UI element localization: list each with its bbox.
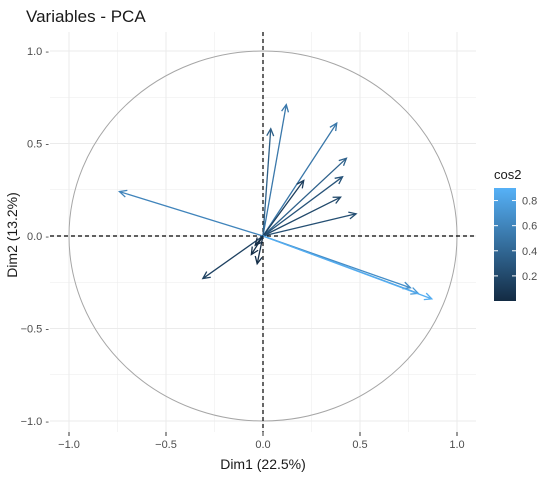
arrow-shaft (119, 190, 264, 237)
x-tick-label: −1.0 (58, 439, 80, 451)
arrow-head (254, 255, 263, 266)
variable-arrow (262, 103, 290, 237)
legend: cos2 0.2 0.4 0.6 0.8 (494, 167, 537, 301)
arrow-shaft (262, 180, 305, 237)
variable-arrow (254, 235, 264, 266)
colorbar-tick-label: 0.6 (522, 221, 537, 233)
arrow-shaft (262, 196, 341, 237)
arrow-head (423, 292, 434, 301)
legend-title: cos2 (494, 167, 521, 182)
colorbar (494, 188, 516, 301)
colorbar-tick-label: 0.8 (522, 196, 537, 208)
arrow-shaft (262, 235, 433, 300)
variable-arrow (118, 189, 264, 237)
y-tick-label: −1.0 - (21, 416, 50, 428)
arrow-head (348, 211, 358, 220)
chart-title: Variables - PCA (26, 7, 146, 26)
arrow-shaft (262, 104, 287, 237)
arrow-shaft (256, 235, 264, 264)
arrow-head (250, 246, 259, 256)
y-tick-label: −0.5 - (21, 324, 50, 336)
variable-arrow (262, 179, 305, 237)
variable-arrow (262, 121, 338, 237)
colorbar-tick-label: 0.4 (522, 246, 537, 258)
arrow-shaft (262, 176, 343, 237)
variable-arrow (262, 127, 275, 237)
x-tick-label: −0.5 (155, 439, 177, 451)
arrow-head (332, 196, 342, 204)
x-axis-ticks: −1.0 −0.5 0.0 0.5 1.0 (58, 432, 465, 451)
variable-arrow (201, 235, 264, 280)
variable-arrow (262, 235, 434, 301)
x-tick-label: 0.5 (352, 439, 367, 451)
variable-arrow (262, 211, 358, 237)
arrow-head (296, 179, 305, 189)
arrow-head (254, 237, 263, 247)
arrow-head (329, 121, 338, 132)
variable-arrow (254, 235, 264, 247)
colorbar-tick-label: 0.2 (522, 271, 537, 283)
arrow-head (281, 103, 290, 113)
y-tick-label: 1.0 - (27, 46, 49, 58)
x-tick-label: 1.0 (449, 439, 464, 451)
arrow-head (266, 127, 275, 137)
arrow-shaft (262, 213, 357, 237)
y-axis-ticks: −1.0 - −0.5 - 0.0 - 0.5 - 1.0 - (21, 46, 50, 428)
colorbar-ticks: 0.2 0.4 0.6 0.8 (494, 196, 537, 283)
y-axis-title: Dim2 (13.2%) (4, 192, 20, 278)
vector-layer (118, 103, 434, 301)
arrow-shaft (262, 157, 347, 237)
y-tick-label: 0.0 - (27, 231, 49, 243)
x-axis-title: Dim1 (22.5%) (220, 456, 306, 472)
arrow-head (201, 271, 211, 280)
variable-arrow (262, 175, 344, 237)
x-tick-label: 0.0 (255, 439, 270, 451)
arrow-shaft (202, 235, 264, 280)
arrow-head (338, 157, 348, 166)
arrow-shaft (262, 122, 338, 237)
variable-arrow (262, 196, 342, 237)
arrow-head (118, 189, 128, 198)
arrow-shaft (262, 128, 272, 237)
arrow-head (334, 175, 344, 185)
y-tick-label: 0.5 - (27, 139, 49, 151)
variable-arrow (262, 157, 348, 237)
arrow-shaft (254, 235, 264, 246)
